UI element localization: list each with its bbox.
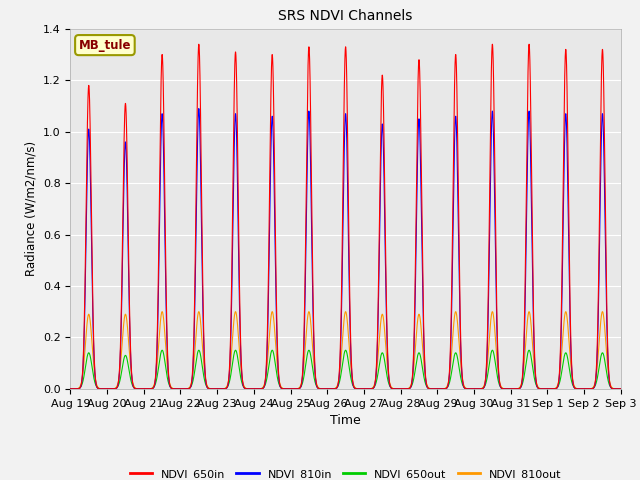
Title: SRS NDVI Channels: SRS NDVI Channels [278,10,413,24]
Text: MB_tule: MB_tule [79,38,131,52]
Y-axis label: Radiance (W/m2/nm/s): Radiance (W/m2/nm/s) [24,141,37,276]
X-axis label: Time: Time [330,414,361,427]
Legend: NDVI_650in, NDVI_810in, NDVI_650out, NDVI_810out: NDVI_650in, NDVI_810in, NDVI_650out, NDV… [125,464,566,480]
